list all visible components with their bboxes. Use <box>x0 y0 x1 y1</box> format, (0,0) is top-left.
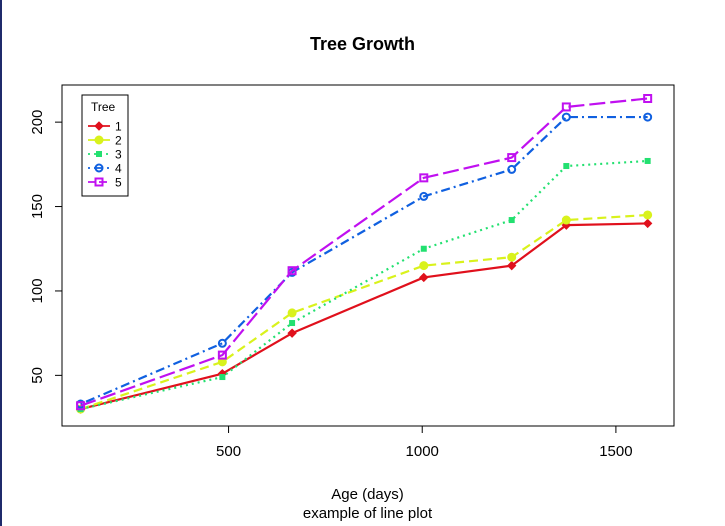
legend-label-2: 2 <box>115 134 122 148</box>
y-tick-label: 50 <box>29 367 46 384</box>
data-point <box>563 163 570 170</box>
data-point <box>642 218 653 229</box>
series-2 <box>76 210 653 414</box>
legend-marker-4 <box>94 163 104 173</box>
data-point <box>287 328 297 338</box>
series-4 <box>76 112 653 409</box>
data-point <box>507 252 517 262</box>
chart-subtitle: example of line plot <box>302 505 433 522</box>
y-tick-label: 150 <box>29 194 46 219</box>
series-line-5 <box>80 97 648 407</box>
data-point <box>420 245 427 252</box>
x-axis-label: Age (days) <box>331 486 404 503</box>
data-point <box>419 261 429 271</box>
data-point <box>419 272 429 283</box>
data-point <box>643 112 653 122</box>
legend-label-3: 3 <box>115 148 122 162</box>
series-5 <box>76 94 653 411</box>
series-3 <box>77 157 651 413</box>
legend-marker-3 <box>96 151 102 157</box>
series-line-3 <box>80 159 648 411</box>
data-point <box>561 215 571 225</box>
x-tick-label: 1500 <box>599 443 632 460</box>
window-edge <box>0 0 2 526</box>
data-point <box>506 260 517 271</box>
legend-box <box>81 94 129 197</box>
x-tick-label: 500 <box>216 443 241 460</box>
series-1 <box>75 218 653 414</box>
data-point <box>507 153 517 163</box>
data-point <box>76 401 86 411</box>
legend-label-5: 5 <box>115 176 122 190</box>
legend-label-4: 4 <box>115 162 122 176</box>
series-line-2 <box>80 213 648 411</box>
legend-label-1: 1 <box>115 120 122 134</box>
y-tick-label: 200 <box>29 110 46 135</box>
data-point <box>644 157 651 164</box>
legend-marker-5 <box>94 177 104 187</box>
data-point <box>561 102 571 112</box>
legend-marker-2 <box>94 135 104 145</box>
legend-marker-1 <box>94 121 104 131</box>
data-point <box>419 173 429 183</box>
data-point <box>561 112 571 122</box>
data-point <box>643 210 653 220</box>
data-point <box>217 338 227 348</box>
data-point <box>219 374 226 381</box>
data-point <box>287 266 297 276</box>
x-tick-label: 1000 <box>406 443 439 460</box>
data-point <box>287 308 297 318</box>
series-line-4 <box>80 115 648 406</box>
data-point <box>507 164 517 174</box>
data-point <box>508 217 515 224</box>
legend-title: Tree <box>91 100 116 114</box>
chart-title: Tree Growth <box>309 34 416 54</box>
data-point <box>419 191 429 201</box>
plot-frame <box>61 84 675 427</box>
data-point <box>217 350 227 360</box>
data-point <box>289 320 296 327</box>
data-point <box>643 94 653 104</box>
y-tick-label: 100 <box>29 278 46 303</box>
